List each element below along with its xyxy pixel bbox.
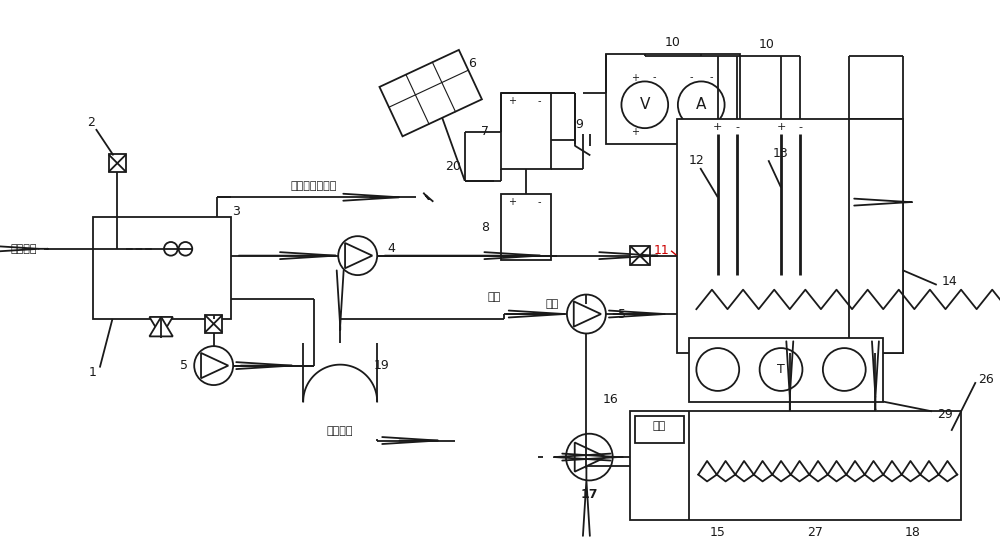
Text: 污泥外排: 污泥外排: [327, 426, 353, 436]
Text: +: +: [631, 72, 639, 82]
Text: 7: 7: [481, 125, 489, 138]
Text: -: -: [735, 122, 739, 132]
Text: 3: 3: [232, 206, 240, 218]
Bar: [109, 154, 126, 172]
Text: 19: 19: [374, 359, 390, 372]
Text: 27: 27: [807, 525, 823, 539]
Text: 5: 5: [618, 307, 626, 320]
Circle shape: [194, 346, 233, 385]
Text: 12: 12: [688, 154, 704, 167]
Bar: [635, 416, 684, 443]
Text: -: -: [538, 197, 541, 207]
Polygon shape: [574, 301, 601, 326]
Text: -: -: [538, 96, 541, 106]
Text: 29: 29: [937, 408, 952, 421]
Circle shape: [179, 242, 192, 256]
Bar: [689, 338, 883, 402]
Bar: [501, 194, 551, 261]
Polygon shape: [201, 353, 228, 378]
Text: 滗油器，油回收: 滗油器，油回收: [291, 180, 337, 190]
Text: 1: 1: [89, 366, 97, 379]
Bar: [501, 93, 551, 169]
Text: A: A: [696, 97, 706, 113]
Text: 污泥: 污泥: [546, 299, 559, 309]
Text: -: -: [798, 122, 802, 132]
Circle shape: [567, 295, 606, 334]
Circle shape: [338, 236, 377, 275]
Text: +: +: [508, 96, 516, 106]
Circle shape: [823, 348, 866, 391]
Circle shape: [760, 348, 802, 391]
Text: 20: 20: [445, 160, 461, 173]
Text: 2: 2: [87, 116, 95, 129]
Text: 13: 13: [773, 147, 789, 160]
Bar: [630, 411, 961, 520]
Text: 10: 10: [665, 36, 681, 49]
Text: 17: 17: [581, 487, 598, 501]
Text: 11: 11: [653, 245, 669, 257]
Text: 9: 9: [576, 118, 584, 131]
Text: -: -: [690, 72, 693, 82]
Text: 16: 16: [603, 393, 619, 406]
Text: 污泥: 污泥: [487, 292, 501, 302]
Text: 8: 8: [481, 221, 489, 234]
Bar: [379, 50, 482, 136]
Text: +: +: [776, 122, 786, 132]
Text: 14: 14: [942, 275, 957, 289]
Text: +: +: [631, 127, 639, 137]
Bar: [677, 119, 903, 353]
Text: 10: 10: [758, 38, 774, 51]
Circle shape: [621, 81, 668, 128]
Text: T: T: [777, 363, 785, 376]
Text: 5: 5: [180, 359, 188, 372]
Bar: [849, 119, 903, 353]
Text: V: V: [640, 97, 650, 113]
Bar: [93, 217, 231, 319]
Circle shape: [164, 242, 178, 256]
Polygon shape: [345, 243, 372, 268]
Text: 26: 26: [979, 373, 994, 386]
Text: +: +: [508, 197, 516, 207]
Bar: [205, 315, 222, 333]
Text: 18: 18: [904, 525, 920, 539]
Circle shape: [678, 81, 725, 128]
Text: 6: 6: [469, 57, 476, 70]
Text: +: +: [713, 122, 722, 132]
Bar: [606, 54, 740, 144]
Polygon shape: [149, 317, 173, 336]
Polygon shape: [575, 442, 606, 472]
Circle shape: [566, 434, 613, 481]
Text: 排水: 排水: [653, 421, 666, 431]
Bar: [630, 246, 650, 265]
Polygon shape: [149, 317, 173, 336]
Text: -: -: [709, 72, 713, 82]
Circle shape: [696, 348, 739, 391]
Text: -: -: [653, 72, 656, 82]
Text: 含油废水: 含油废水: [10, 244, 37, 254]
Text: 15: 15: [710, 525, 726, 539]
Text: 4: 4: [387, 242, 395, 255]
